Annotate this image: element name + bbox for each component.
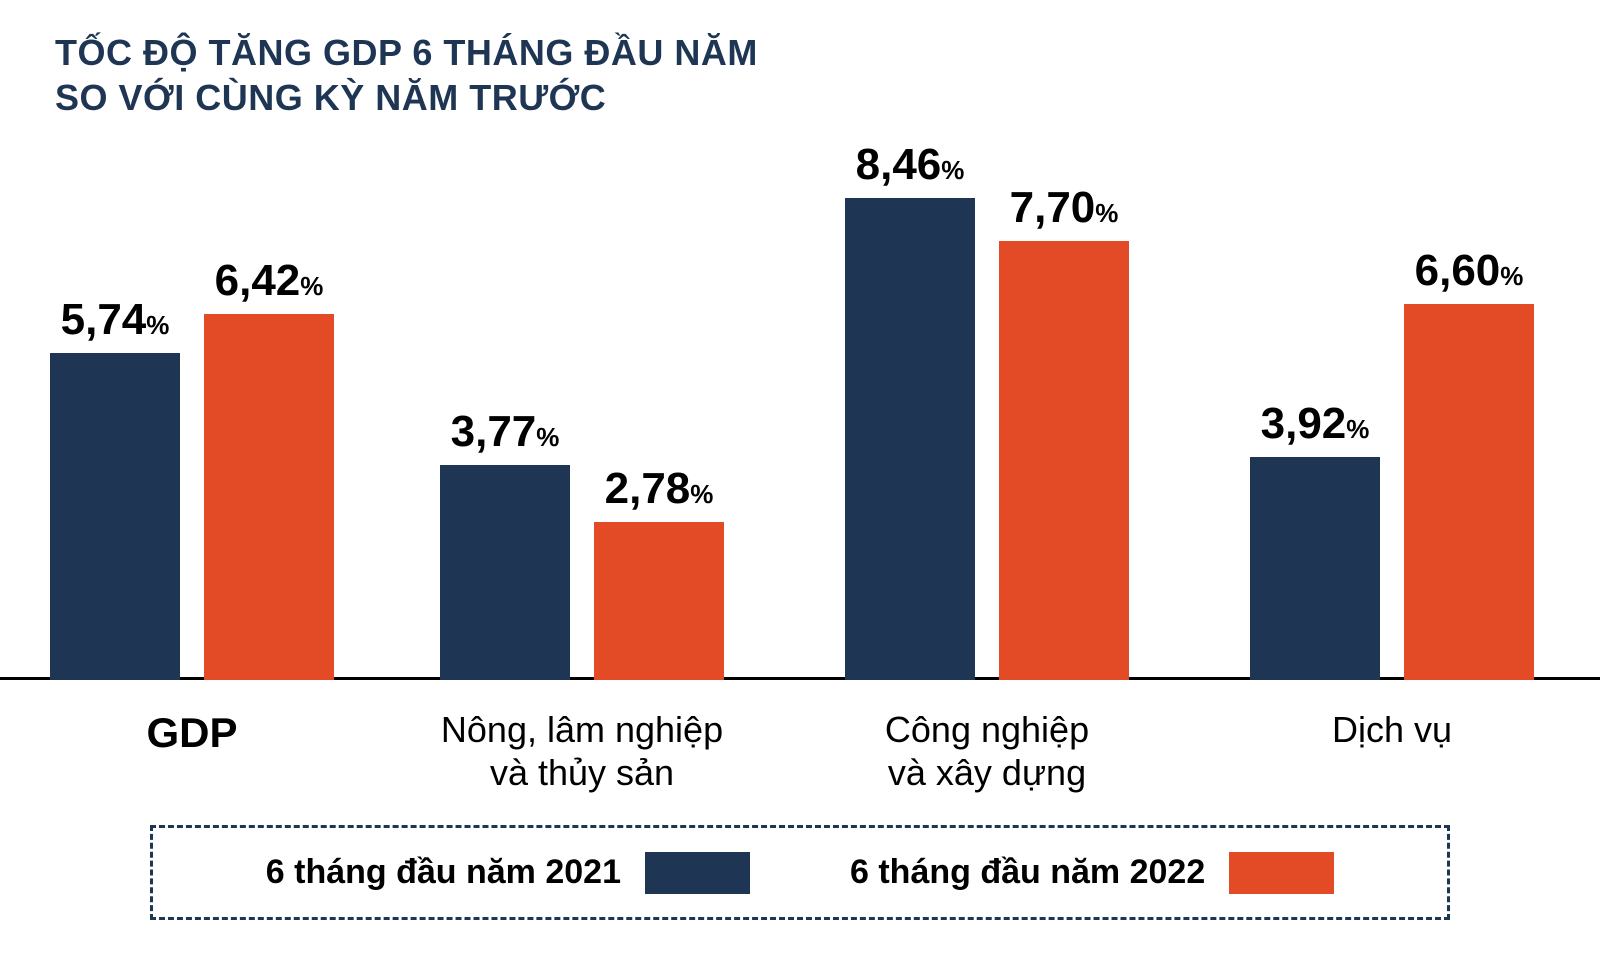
- bar-value-label: 3,92%: [1261, 399, 1370, 449]
- bar: 8,46%: [845, 198, 975, 680]
- category-label-line: Dịch vụ: [1332, 708, 1452, 751]
- bar-value-label: 5,74%: [61, 295, 170, 345]
- bar-value-number: 7,70: [1010, 183, 1096, 232]
- legend-swatch: [1229, 852, 1334, 894]
- legend-swatch: [645, 852, 750, 894]
- bar-value-number: 3,77: [451, 407, 537, 456]
- bar-group: 5,74%6,42%: [50, 314, 334, 680]
- category-label: Nông, lâm nghiệpvà thủy sản: [441, 708, 723, 794]
- category-label-line: và thủy sản: [441, 751, 723, 794]
- bar-value-number: 6,42: [215, 256, 301, 305]
- category-label: Dịch vụ: [1332, 708, 1452, 751]
- legend-item: 6 tháng đầu năm 2021: [266, 852, 750, 894]
- legend: 6 tháng đầu năm 2021 6 tháng đầu năm 2022: [150, 825, 1450, 920]
- bar: 6,42%: [204, 314, 334, 680]
- category-label-line: và xây dựng: [885, 751, 1089, 794]
- percent-sign: %: [1095, 198, 1118, 228]
- bar-group: 8,46%7,70%: [845, 198, 1129, 680]
- bar-value-number: 6,60: [1415, 246, 1501, 295]
- bar-value-label: 6,60%: [1415, 246, 1524, 296]
- category-label: Công nghiệpvà xây dựng: [885, 708, 1089, 794]
- bar-group: 3,92%6,60%: [1250, 304, 1534, 680]
- bar-value-label: 8,46%: [856, 140, 965, 190]
- bar-value-label: 6,42%: [215, 256, 324, 306]
- percent-sign: %: [146, 310, 169, 340]
- chart-title-line1: TỐC ĐỘ TĂNG GDP 6 THÁNG ĐẦU NĂM: [55, 30, 758, 75]
- bar-value-number: 3,92: [1261, 399, 1347, 448]
- category-label-line: GDP: [146, 708, 237, 758]
- chart-title: TỐC ĐỘ TĂNG GDP 6 THÁNG ĐẦU NĂM SO VỚI C…: [55, 30, 758, 120]
- category-label-line: Công nghiệp: [885, 708, 1089, 751]
- chart-area: 5,74%6,42%3,77%2,78%8,46%7,70%3,92%6,60%: [40, 140, 1560, 680]
- bar: 5,74%: [50, 353, 180, 680]
- legend-label: 6 tháng đầu năm 2022: [850, 853, 1205, 892]
- bar: 2,78%: [594, 522, 724, 680]
- bar-value-number: 5,74: [61, 295, 147, 344]
- chart-title-line2: SO VỚI CÙNG KỲ NĂM TRƯỚC: [55, 75, 758, 120]
- bar-value-number: 8,46: [856, 140, 942, 189]
- percent-sign: %: [300, 271, 323, 301]
- percent-sign: %: [1346, 414, 1369, 444]
- category-label: GDP: [146, 708, 237, 758]
- bar-value-number: 2,78: [605, 464, 691, 513]
- bar: 7,70%: [999, 241, 1129, 680]
- percent-sign: %: [536, 422, 559, 452]
- percent-sign: %: [1500, 261, 1523, 291]
- legend-item: 6 tháng đầu năm 2022: [850, 852, 1334, 894]
- percent-sign: %: [941, 155, 964, 185]
- bar: 6,60%: [1404, 304, 1534, 680]
- legend-label: 6 tháng đầu năm 2021: [266, 853, 621, 892]
- bar-value-label: 3,77%: [451, 407, 560, 457]
- bar: 3,92%: [1250, 457, 1380, 680]
- category-label-line: Nông, lâm nghiệp: [441, 708, 723, 751]
- percent-sign: %: [690, 479, 713, 509]
- category-labels: GDP Nông, lâm nghiệpvà thủy sản Công nghiệ…: [40, 690, 1560, 810]
- bar-value-label: 7,70%: [1010, 183, 1119, 233]
- bar: 3,77%: [440, 465, 570, 680]
- bar-group: 3,77%2,78%: [440, 465, 724, 680]
- bar-value-label: 2,78%: [605, 464, 714, 514]
